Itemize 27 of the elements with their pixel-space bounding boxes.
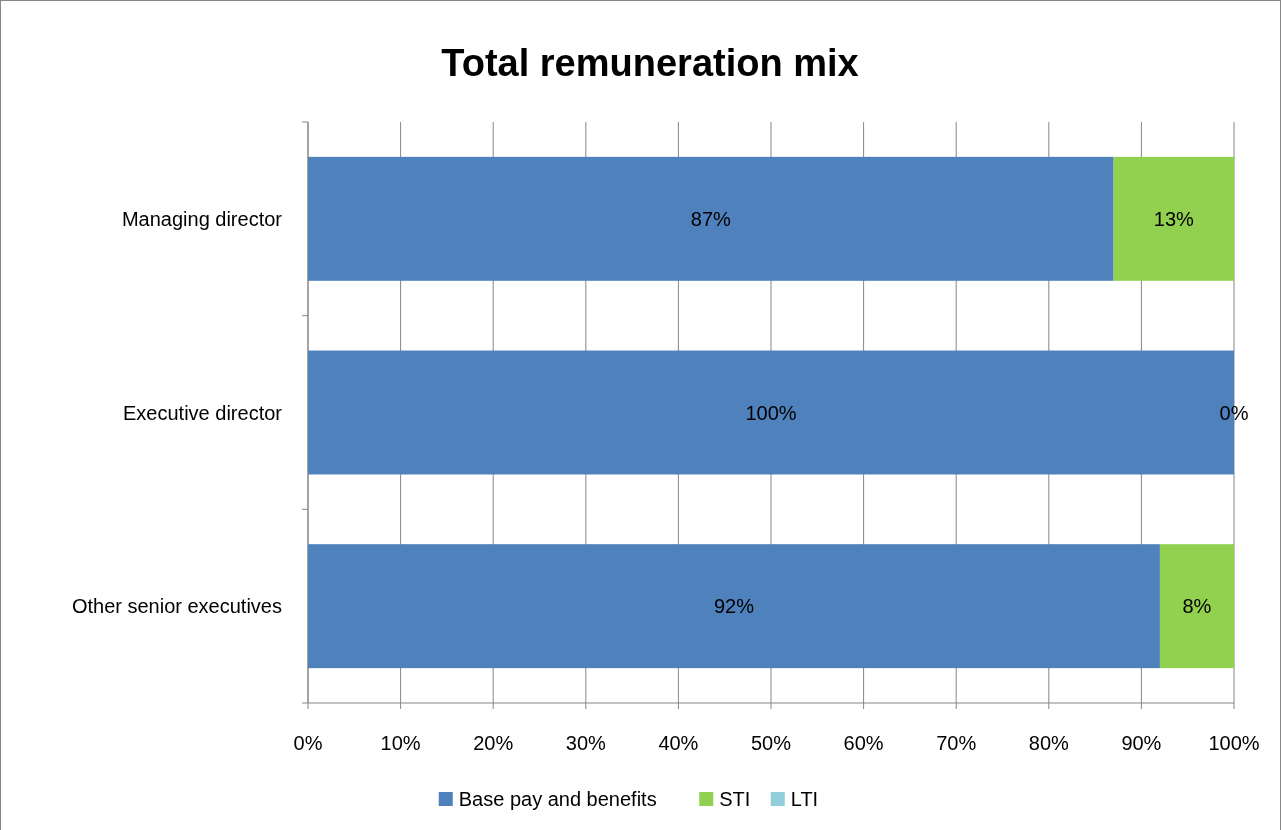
data-label: 8% — [1182, 595, 1212, 618]
y-tick-label: Executive director — [123, 401, 283, 424]
y-tick-label: Managing director — [121, 207, 283, 230]
legend-label: STI — [719, 788, 751, 810]
x-tick-label: 80% — [1028, 732, 1070, 754]
data-label: 92% — [713, 595, 755, 618]
x-tick-label: 0% — [293, 732, 323, 754]
x-tick-label: 100% — [1208, 732, 1260, 754]
data-label: 87% — [690, 207, 732, 230]
x-tick-label: 60% — [843, 732, 884, 754]
bar — [308, 156, 1114, 281]
x-tick-label: 20% — [473, 732, 514, 754]
x-tick-label: 40% — [658, 732, 699, 754]
x-tick-label: 90% — [1121, 732, 1162, 754]
bar — [1159, 544, 1234, 669]
bar — [1113, 156, 1234, 281]
chart-title: Total remuneration mix — [441, 42, 859, 84]
legend-label: LTI — [790, 788, 819, 810]
x-tick-label: 70% — [936, 732, 977, 754]
data-label: 13% — [1153, 207, 1195, 230]
legend-label: Base pay and benefits — [458, 788, 657, 810]
bar — [308, 544, 1160, 669]
x-tick-label: 10% — [380, 732, 421, 754]
data-label: 100% — [745, 401, 797, 424]
y-tick-label: Other senior executives — [71, 595, 282, 618]
x-tick-label: 50% — [750, 732, 792, 754]
x-tick-label: 30% — [565, 732, 607, 754]
